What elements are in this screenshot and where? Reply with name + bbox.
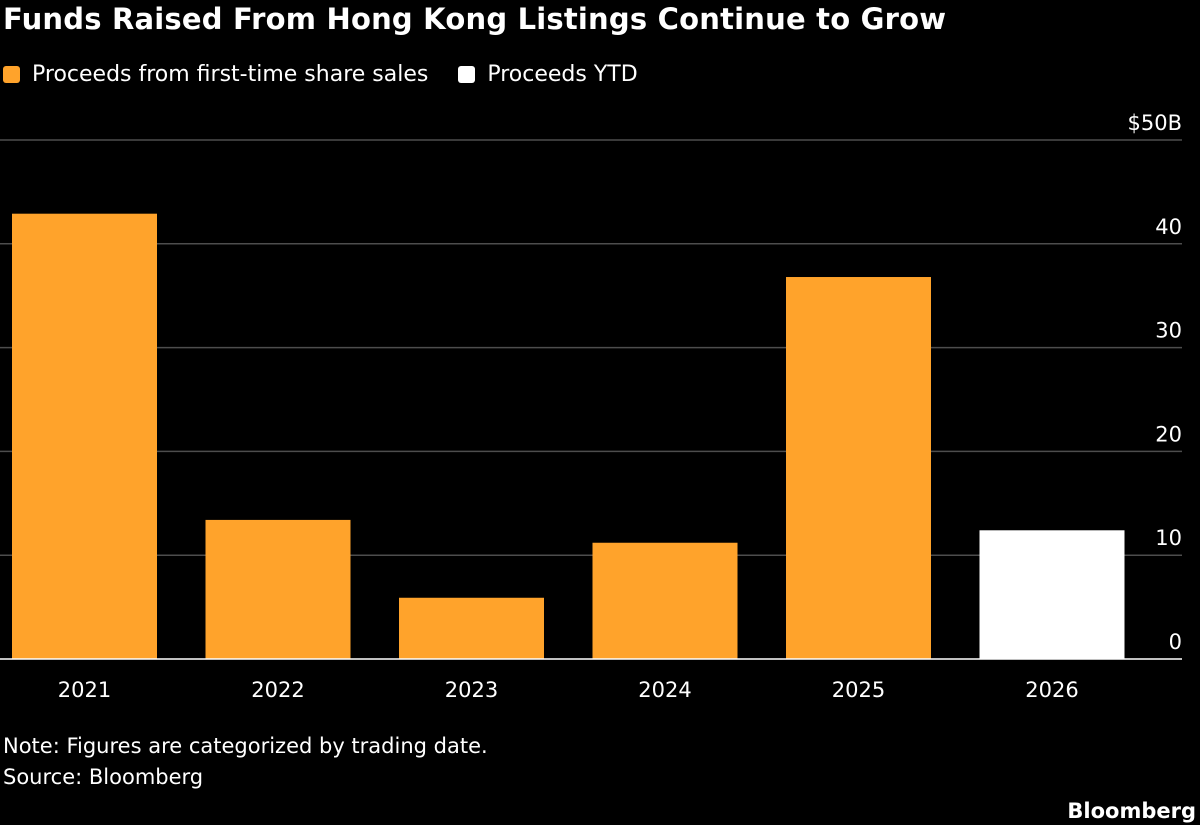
y-tick-label-30: 30 bbox=[1155, 319, 1182, 343]
bar-2021 bbox=[12, 213, 157, 659]
legend-item-proceeds: Proceeds from first-time share sales bbox=[3, 62, 428, 87]
bar-chart: 0 10 20 30 40 $50B 2021 2022 2023 2024 2025 2026 bbox=[0, 111, 1183, 702]
legend-label-ytd: Proceeds YTD bbox=[487, 62, 638, 87]
legend-swatch-ytd bbox=[458, 66, 476, 83]
bloomberg-logo: Bloomberg bbox=[1067, 799, 1196, 823]
x-tick-label-2026: 2026 bbox=[1025, 678, 1078, 702]
y-tick-label-20: 20 bbox=[1155, 422, 1182, 446]
footnote: Note: Figures are categorized by trading… bbox=[3, 734, 488, 758]
x-tick-label-2024: 2024 bbox=[638, 678, 691, 702]
y-tick-label-40: 40 bbox=[1155, 215, 1182, 239]
legend-swatch-proceeds bbox=[3, 66, 20, 83]
source-line: Source: Bloomberg bbox=[3, 765, 204, 789]
bar-2025 bbox=[786, 277, 931, 659]
x-tick-label-2021: 2021 bbox=[58, 678, 111, 702]
bar-2026 bbox=[979, 530, 1125, 659]
bar-2024 bbox=[592, 542, 738, 659]
legend: Proceeds from first-time share sales Pro… bbox=[3, 62, 668, 87]
bar-2022 bbox=[205, 519, 351, 659]
x-tick-label-2023: 2023 bbox=[445, 678, 498, 702]
x-tick-label-2025: 2025 bbox=[832, 678, 885, 702]
x-tick-label-2022: 2022 bbox=[251, 678, 304, 702]
bar-2023 bbox=[399, 597, 544, 659]
chart-title: Funds Raised From Hong Kong Listings Con… bbox=[3, 2, 947, 36]
y-tick-label-10: 10 bbox=[1155, 526, 1182, 550]
legend-item-ytd: Proceeds YTD bbox=[458, 62, 638, 87]
y-tick-label-50: $50B bbox=[1128, 111, 1183, 135]
footer-notes: Note: Figures are categorized by trading… bbox=[3, 731, 488, 793]
y-tick-label-0: 0 bbox=[1169, 630, 1182, 654]
legend-label-proceeds: Proceeds from first-time share sales bbox=[32, 62, 429, 87]
